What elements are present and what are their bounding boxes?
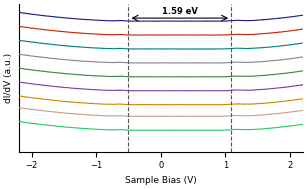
Text: 1.59 eV: 1.59 eV (162, 7, 198, 16)
X-axis label: Sample Bias (V): Sample Bias (V) (125, 176, 197, 185)
Y-axis label: dI/dV (a.u.): dI/dV (a.u.) (4, 53, 13, 103)
